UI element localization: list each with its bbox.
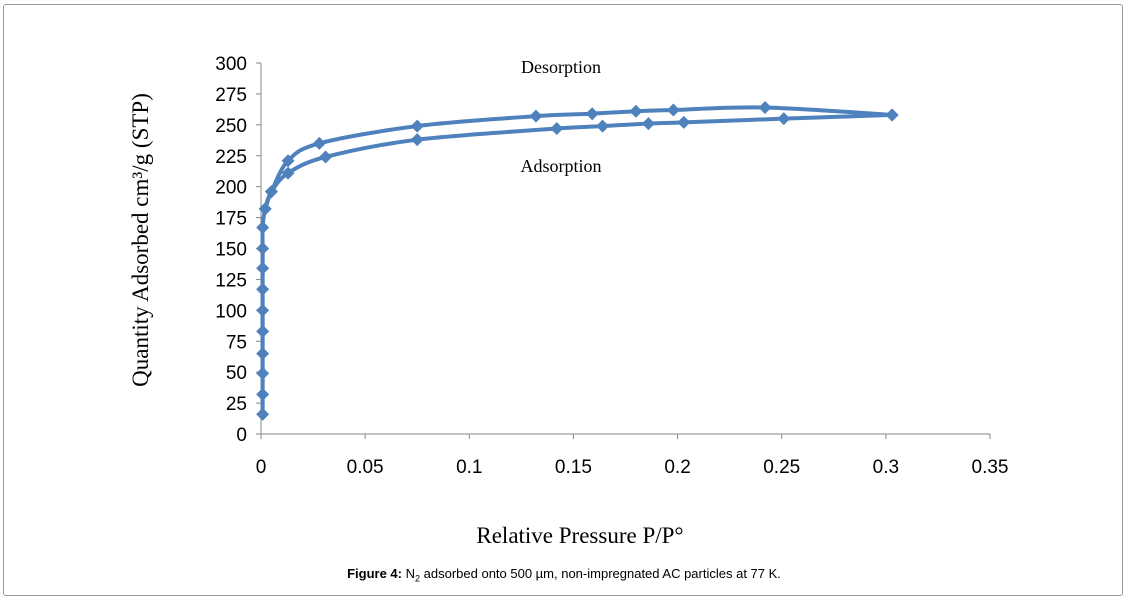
y-tick-label: 225 <box>215 147 247 168</box>
caption-formula-base: N <box>405 566 416 581</box>
x-tick-label: 0.25 <box>763 457 800 478</box>
y-tick-label: 200 <box>215 178 247 199</box>
adsorption-annotation: Adsorption <box>521 156 602 176</box>
adsorption-point <box>256 303 270 317</box>
figure-caption: Figure 4: N2 adsorbed onto 500 µm, non-i… <box>0 566 1128 584</box>
y-tick-label: 0 <box>236 425 247 446</box>
adsorption-point <box>641 117 655 131</box>
x-axis-title: Relative Pressure P/P° <box>476 523 683 548</box>
adsorption-point <box>410 133 424 147</box>
y-tick-labels: 0 25 50 75 100 125 150 175 200 225 250 275 300 <box>215 54 247 446</box>
adsorption-point <box>256 407 270 421</box>
x-tick-label: 0.05 <box>347 457 384 478</box>
x-tick-label: 0.15 <box>555 457 592 478</box>
x-tick-labels: 0 0.05 0.1 0.15 0.2 0.25 0.3 0.35 <box>256 457 1009 478</box>
adsorption-point <box>256 324 270 338</box>
adsorption-point <box>256 261 270 275</box>
adsorption-point <box>256 242 270 255</box>
y-tick-label: 275 <box>215 85 247 106</box>
adsorption-point <box>256 220 270 234</box>
y-tick-label: 175 <box>215 209 247 230</box>
desorption-point <box>410 119 424 133</box>
caption-label: Figure 4: <box>347 566 402 581</box>
y-tick-label: 25 <box>226 394 247 415</box>
adsorption-point <box>281 166 295 180</box>
x-tick-label: 0.1 <box>456 457 482 478</box>
y-tick-label: 50 <box>226 363 247 384</box>
axes <box>256 62 991 439</box>
y-tick-label: 75 <box>226 332 247 353</box>
figure-frame <box>3 4 1123 596</box>
desorption-point <box>312 136 326 150</box>
adsorption-point <box>319 150 333 164</box>
adsorption-point <box>777 112 791 126</box>
adsorption-point <box>677 115 691 129</box>
desorption-point <box>885 108 899 122</box>
y-axis-title: Quantity Adsorbed cm³/g (STP) <box>128 93 153 387</box>
y-tick-label: 150 <box>215 240 247 261</box>
desorption-point <box>629 104 643 118</box>
adsorption-point <box>256 282 270 296</box>
desorption-point <box>529 109 543 123</box>
caption-formula-sub: 2 <box>415 573 421 584</box>
x-tick-label: 0.2 <box>664 457 690 478</box>
x-tick-label: 0 <box>256 457 267 478</box>
x-tick-label: 0.3 <box>873 457 899 478</box>
y-tick-label: 300 <box>215 54 247 75</box>
y-tick-label: 125 <box>215 270 247 291</box>
desorption-point <box>281 154 295 168</box>
y-tick-label: 100 <box>215 301 247 322</box>
desorption-point <box>258 202 272 216</box>
x-tick-label: 0.35 <box>972 457 1009 478</box>
series-lines <box>260 105 895 417</box>
adsorption-point <box>256 366 270 380</box>
desorption-point <box>264 185 278 199</box>
desorption-annotation: Desorption <box>521 57 601 77</box>
series-markers <box>256 101 899 421</box>
desorption-point <box>666 103 680 117</box>
desorption-point <box>758 101 772 115</box>
caption-text: adsorbed onto 500 µm, non-impregnated AC… <box>420 566 781 581</box>
y-tick-label: 250 <box>215 116 247 137</box>
adsorption-point <box>256 387 270 401</box>
adsorption-point <box>550 122 564 136</box>
adsorption-point <box>596 119 610 133</box>
desorption-point <box>585 107 599 121</box>
adsorption-point <box>256 347 270 361</box>
